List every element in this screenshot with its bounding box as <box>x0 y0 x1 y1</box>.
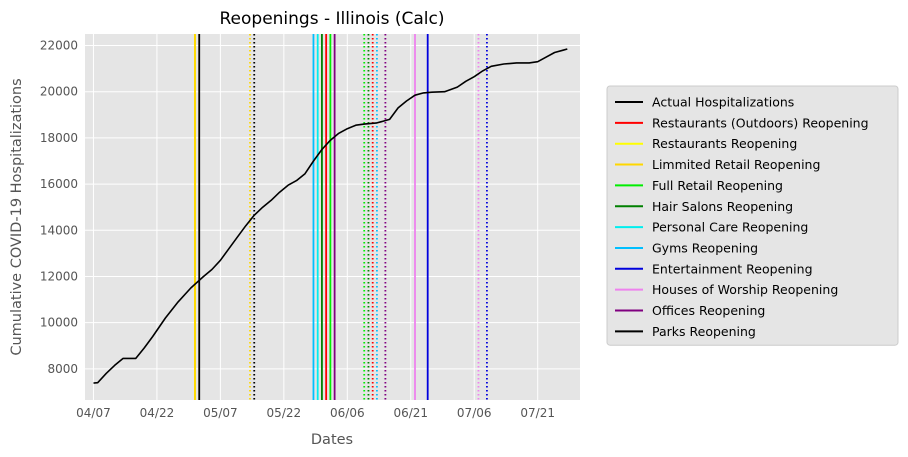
y-tick-label: 16000 <box>40 177 78 191</box>
legend-label: Gyms Reopening <box>652 240 758 255</box>
y-axis-title: Cumulative COVID-19 Hospitalizations <box>9 78 25 355</box>
x-tick-label: 04/22 <box>140 406 175 420</box>
y-tick-label: 22000 <box>40 39 78 53</box>
legend-label: Entertainment Reopening <box>652 261 813 276</box>
legend-label: Actual Hospitalizations <box>652 95 794 110</box>
tick-labels: 04/07 04/22 05/07 05/22 06/06 06/21 07/06 07/21… <box>40 39 555 420</box>
legend-label: Hair Salons Reopening <box>652 199 793 214</box>
x-tick-label: 06/21 <box>393 406 428 420</box>
x-tick-label: 05/22 <box>267 406 302 420</box>
x-tick-label: 04/07 <box>76 406 111 420</box>
x-tick-label: 07/06 <box>457 406 492 420</box>
x-axis-title: Dates <box>311 432 353 448</box>
x-tick-label: 06/06 <box>330 406 365 420</box>
x-tick-label: 05/07 <box>203 406 238 420</box>
reopening-lines <box>194 34 488 400</box>
y-tick-label: 14000 <box>40 223 78 237</box>
x-tick-label: 07/21 <box>520 406 555 420</box>
y-tick-label: 20000 <box>40 85 78 99</box>
legend-label: Limmited Retail Reopening <box>652 157 820 172</box>
series-layer <box>93 48 568 384</box>
legend: Actual Hospitalizations Restaurants (Outd… <box>606 85 899 346</box>
legend-label: Houses of Worship Reopening <box>652 282 838 297</box>
legend-label: Offices Reopening <box>652 303 765 318</box>
series-line-actual-hospitalizations <box>93 48 568 384</box>
y-tick-label: 18000 <box>40 131 78 145</box>
legend-label: Restaurants (Outdoors) Reopening <box>652 115 869 130</box>
y-tick-label: 8000 <box>47 362 78 376</box>
y-tick-label: 10000 <box>40 316 78 330</box>
legend-label: Full Retail Reopening <box>652 178 783 193</box>
y-tick-label: 12000 <box>40 269 78 283</box>
legend-label: Restaurants Reopening <box>652 136 797 151</box>
legend-box <box>606 85 899 346</box>
legend-label: Personal Care Reopening <box>652 220 808 235</box>
plot-area <box>85 34 580 400</box>
chart-title: Reopenings - Illinois (Calc) <box>220 9 445 29</box>
legend-label: Parks Reopening <box>652 324 756 339</box>
